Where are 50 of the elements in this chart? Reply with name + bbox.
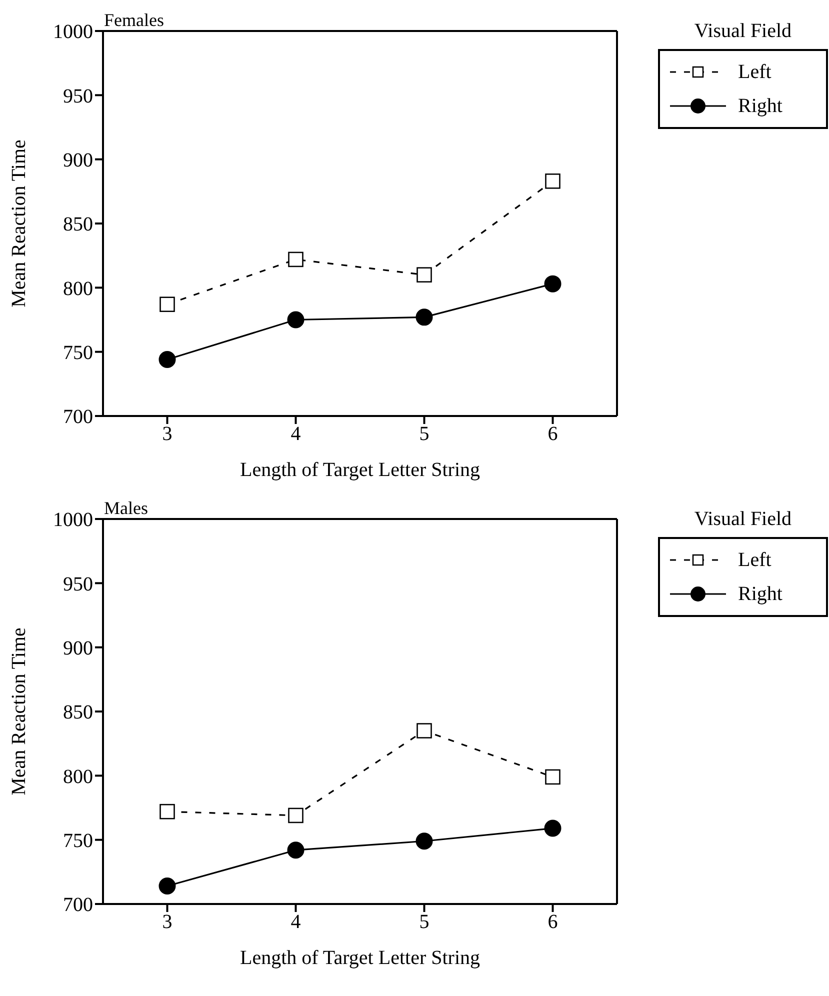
point <box>288 252 304 268</box>
x-tick-label: 3 <box>162 911 172 934</box>
y-axis-title: Mean Reaction Time <box>8 139 30 308</box>
x-tick-label: 5 <box>419 911 430 934</box>
y-tick-label: 700 <box>63 894 93 916</box>
point <box>287 311 304 328</box>
x-axis-title: Length of Target Letter String <box>240 947 480 969</box>
y-tick-label: 800 <box>63 278 93 300</box>
point <box>416 267 432 282</box>
legend-label: Right <box>738 94 782 118</box>
point <box>544 275 562 292</box>
y-tick-label: 850 <box>63 702 93 724</box>
point <box>160 296 175 312</box>
point <box>288 808 304 824</box>
chart-title: Females <box>104 10 164 31</box>
point <box>416 832 433 850</box>
y-tick-label: 750 <box>63 342 93 364</box>
y-tick-label: 950 <box>63 85 93 108</box>
x-tick-label: 6 <box>548 911 558 934</box>
x-tick-label: 4 <box>290 423 301 446</box>
point <box>160 804 175 820</box>
x-axis-title: Length of Target Letter String <box>240 459 480 481</box>
x-tick-label: 6 <box>548 423 558 446</box>
chart-title: Males <box>104 498 148 519</box>
y-tick-label: 900 <box>63 149 93 172</box>
y-tick-label: 750 <box>63 830 93 852</box>
y-tick-label: 950 <box>63 573 93 596</box>
point <box>544 820 562 837</box>
legend-title: Visual Field <box>693 20 793 43</box>
x-tick-label: 4 <box>290 911 301 934</box>
legend-title: Visual Field <box>693 508 793 531</box>
point <box>287 842 304 859</box>
y-tick-label: 850 <box>63 214 93 236</box>
point <box>545 769 560 785</box>
point <box>158 351 176 368</box>
x-tick-label: 5 <box>419 423 430 446</box>
point <box>416 308 433 326</box>
point <box>545 174 560 189</box>
point <box>158 878 176 895</box>
legend-label: Left <box>738 60 772 84</box>
y-tick-label: 1000 <box>53 509 93 532</box>
x-tick-label: 3 <box>162 423 172 446</box>
y-tick-label: 900 <box>63 637 93 660</box>
point <box>416 723 432 738</box>
y-tick-label: 800 <box>63 766 93 788</box>
legend-label: Right <box>738 582 782 606</box>
legend-label: Left <box>738 548 772 572</box>
y-axis-title: Mean Reaction Time <box>8 627 30 796</box>
y-tick-label: 1000 <box>53 21 93 44</box>
y-tick-label: 700 <box>63 406 93 428</box>
